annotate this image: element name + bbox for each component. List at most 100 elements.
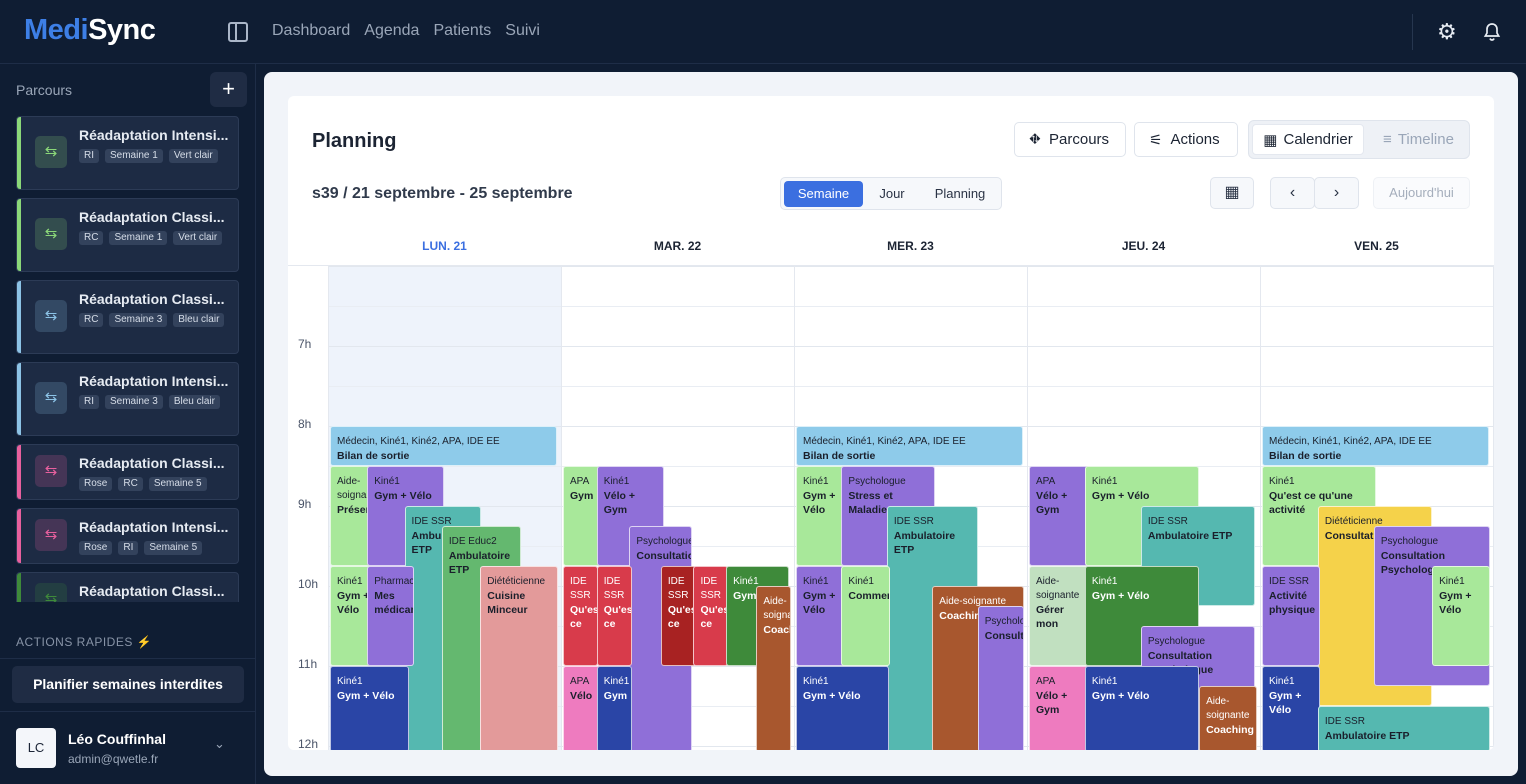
actions-button[interactable]: ⚟ Actions	[1134, 122, 1238, 157]
parcours-tag: Semaine 1	[109, 231, 168, 245]
calendar-event[interactable]: Médecin, Kiné1, Kiné2, APA, IDE EE Bilan …	[1262, 426, 1490, 466]
event-role: Aide-soignante	[763, 596, 790, 621]
day-header-mon[interactable]: LUN. 21	[422, 239, 467, 253]
calendar-event[interactable]: Aide-soignante Gérer mon	[1029, 566, 1092, 666]
event-role: Kiné1	[848, 576, 874, 587]
nav-dashboard[interactable]: Dashboard	[272, 22, 351, 39]
event-role: Kiné1	[803, 576, 829, 587]
bell-icon[interactable]	[1482, 22, 1502, 42]
parcours-card[interactable]: ⇆ Réadaptation Classi...	[16, 572, 239, 602]
today-button[interactable]: Aujourd'hui	[1373, 177, 1470, 209]
sidebar-toggle-icon[interactable]	[228, 22, 248, 42]
event-role: Kiné1	[803, 476, 829, 487]
parcours-button[interactable]: ⛖ Parcours	[1014, 122, 1126, 157]
parcours-list[interactable]: ⇆ Réadaptation Intensi... RI Semaine 1 Vert …	[16, 116, 240, 602]
calendar-grid[interactable]: 7h 8h 9h 10h 11h 12h Médecin, Kiné1, Kiné2, AP…	[288, 265, 1494, 750]
next-week-button[interactable]: ›	[1314, 177, 1359, 209]
event-role: Kiné1	[1091, 476, 1118, 487]
gear-icon[interactable]: ⚙	[1437, 19, 1457, 44]
event-role: Kiné1	[603, 676, 630, 687]
day-header-thu[interactable]: JEU. 24	[1121, 239, 1166, 253]
sidebar-title: Parcours	[16, 82, 73, 98]
calendar-event[interactable]: Médecin, Kiné1, Kiné2, APA, IDE EE Bilan …	[796, 426, 1024, 466]
calendar-event[interactable]: Kiné1 Gym + Vélo	[1262, 666, 1321, 750]
event-role: Aide-soignante	[1036, 576, 1080, 601]
date-picker-button[interactable]: ▦	[1210, 177, 1254, 209]
calendar-event[interactable]: Kiné1 Gym + Vélo	[796, 666, 890, 750]
logo-part-sync: Sync	[88, 14, 156, 46]
event-role: Kiné1	[337, 576, 363, 587]
app-logo[interactable]: MediSync	[24, 14, 156, 47]
hour-gridline	[328, 266, 1494, 267]
parcours-tags: RI Semaine 3 Bleu clair	[79, 395, 229, 409]
parcours-card[interactable]: ⇆ Réadaptation Intensi... RI Semaine 3 Bleu …	[16, 362, 239, 436]
calendar-event[interactable]: Aide-soignante Coaching	[1199, 686, 1257, 750]
calendar-event[interactable]: APA Vélo + Gym	[1029, 466, 1092, 566]
calendar-event[interactable]: Kiné1 Gym + Vélo	[796, 466, 845, 566]
calendar-event[interactable]: IDE SSR Qu'est ce	[596, 566, 632, 666]
event-role: Médecin, Kiné1, Kiné2, APA, IDE EE	[1269, 436, 1432, 447]
calendar-event[interactable]: APA Vélo + Gym	[1029, 666, 1092, 750]
day-header-fri[interactable]: VEN. 25	[1354, 239, 1399, 253]
calendar-event[interactable]: Kiné1 Gym + Vélo	[796, 566, 845, 666]
parcours-tag: RC	[118, 477, 143, 491]
parcours-tag: Bleu clair	[173, 313, 225, 327]
calendar-event[interactable]: IDE SSR Activité physique	[1262, 566, 1321, 666]
event-role: Aide-soignante	[337, 476, 377, 501]
parcours-card[interactable]: ⇆ Réadaptation Classi... RC Semaine 1 Vert c…	[16, 198, 239, 272]
day-header-tue[interactable]: MAR. 22	[653, 239, 702, 253]
calendar-event[interactable]: Pharmacien Mes médicaments	[367, 566, 414, 666]
calendar-event[interactable]: APA Gym	[563, 466, 603, 566]
calendar-tab[interactable]: ▦ Calendrier	[1252, 124, 1364, 155]
view-planning-button[interactable]: Planning	[934, 186, 986, 201]
add-parcours-button[interactable]: +	[210, 72, 247, 107]
calendar-event[interactable]: APA Vélo	[563, 666, 603, 750]
hour-label: 9h	[298, 497, 312, 511]
event-title: Qu'est ce qu'une activité	[1269, 490, 1353, 516]
event-role: IDE SSR	[667, 576, 689, 601]
calendar-event[interactable]: Diététicienne Cuisine Minceur	[480, 566, 558, 750]
parcours-card[interactable]: ⇆ Réadaptation Intensi... RI Semaine 1 Vert …	[16, 116, 239, 190]
calendar-event[interactable]: Aide-soignante Coaching	[756, 586, 791, 750]
avatar[interactable]: LC	[16, 728, 56, 768]
calendar-event[interactable]: IDE SSR Qu'est ce	[660, 566, 696, 666]
event-title: Coaching	[1206, 724, 1254, 736]
chevron-down-icon[interactable]: ⌄	[214, 736, 225, 751]
parcours-card[interactable]: ⇆ Réadaptation Classi... RC Semaine 3 Bleu c…	[16, 280, 239, 354]
view-week-button[interactable]: Semaine	[784, 181, 863, 207]
view-day-button[interactable]: Jour	[879, 186, 905, 201]
hour-gridline	[328, 346, 1494, 347]
event-role: Aide-soignante	[1206, 696, 1250, 721]
event-role: Psychologue	[636, 536, 693, 547]
previous-week-button[interactable]: ‹	[1270, 177, 1315, 209]
calendar-event[interactable]: Kiné1 Gym + Vélo	[330, 666, 410, 750]
sidebar: Parcours + ⇆ Réadaptation Intensi... RI Sem…	[0, 64, 256, 784]
timeline-tab[interactable]: ≡ Timeline	[1371, 124, 1466, 155]
nav-suivi[interactable]: Suivi	[505, 22, 540, 39]
parcours-card[interactable]: ⇆ Réadaptation Intensi... Rose RI Semaine 5	[16, 508, 239, 564]
event-title: Stress et Maladie	[848, 490, 893, 516]
event-title: Gym + Vélo	[337, 590, 370, 616]
parcours-tag: Semaine 1	[105, 149, 163, 163]
calendar-event[interactable]: Kiné1 Gym + Vélo	[1084, 666, 1200, 750]
calendar-event[interactable]: Kiné1 Gym + Vélo	[1432, 566, 1490, 666]
event-role: IDE SSR	[570, 576, 591, 601]
calendar-event[interactable]: Kiné1 Comment	[841, 566, 891, 666]
parcours-color-bar	[17, 363, 21, 435]
route-icon: ⇆	[35, 455, 67, 487]
calendar-event[interactable]: Psychologue Consultation	[977, 606, 1024, 750]
day-header-wed[interactable]: MER. 23	[887, 239, 934, 253]
nav-patients[interactable]: Patients	[433, 22, 492, 39]
event-title: Qu'est ce	[667, 604, 695, 630]
hour-gridline	[328, 306, 1494, 307]
nav-agenda[interactable]: Agenda	[364, 22, 420, 39]
calendar-event[interactable]: IDE SSR Ambulatoire ETP	[1317, 706, 1490, 750]
event-role: IDE SSR	[1269, 576, 1310, 587]
parcours-card[interactable]: ⇆ Réadaptation Classi... Rose RC Semaine 5	[16, 444, 239, 500]
event-role: Médecin, Kiné1, Kiné2, APA, IDE EE	[337, 436, 500, 447]
calendar-event[interactable]: IDE SSR Qu'est ce	[563, 566, 598, 666]
calendar-event[interactable]: Médecin, Kiné1, Kiné2, APA, IDE EE Bilan …	[330, 426, 558, 466]
calendar-event[interactable]: IDE SSR Qu'est ce	[693, 566, 729, 666]
plan-forbidden-weeks-button[interactable]: Planifier semaines interdites	[12, 666, 244, 703]
calendar-event[interactable]: Kiné1 Gym	[596, 666, 632, 750]
